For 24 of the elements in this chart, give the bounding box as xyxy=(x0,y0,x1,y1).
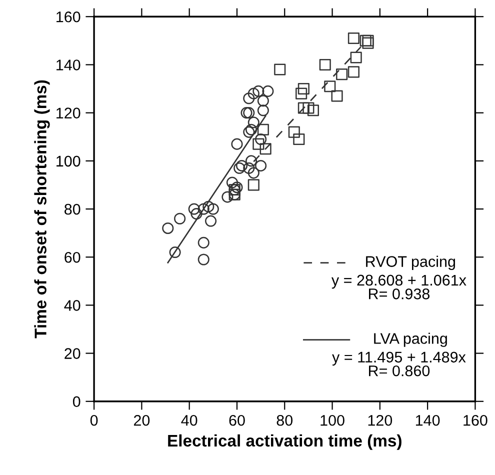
x-tick-label: 20 xyxy=(134,414,150,426)
y-tick-label: 60 xyxy=(64,252,80,263)
x-tick-label: 0 xyxy=(90,414,98,426)
y-tick-label: 120 xyxy=(56,108,80,118)
y-tick-label: 140 xyxy=(56,60,80,70)
annotation: y = 11.495 + 1.489x R= 0.860 xyxy=(332,352,466,376)
x-tick-label: 140 xyxy=(416,414,440,426)
x-axis-title: Electrical activation time (ms) xyxy=(168,434,402,450)
x-tick-label: 160 xyxy=(464,414,488,426)
legend-label: LVA pacing xyxy=(374,332,447,347)
y-tick-label: 80 xyxy=(64,204,80,215)
legend-label: RVOT pacing xyxy=(366,256,456,270)
x-tick-label: 80 xyxy=(276,414,293,426)
y-tick-label: 0 xyxy=(72,396,80,408)
annotation: y = 28.608 + 1.061x R= 0.938 xyxy=(331,274,466,300)
x-tick-label: 60 xyxy=(229,414,245,426)
x-tick-label: 40 xyxy=(181,414,198,426)
y-tick-label: 100 xyxy=(56,156,80,167)
y-tick-label: 40 xyxy=(64,300,80,311)
x-tick-label: 120 xyxy=(368,414,392,426)
y-axis-title: Time of onset of shortening (ms) xyxy=(34,80,50,338)
y-tick-label: 20 xyxy=(64,348,80,359)
x-tick-label: 100 xyxy=(320,414,344,426)
y-tick-label: 160 xyxy=(56,11,80,22)
